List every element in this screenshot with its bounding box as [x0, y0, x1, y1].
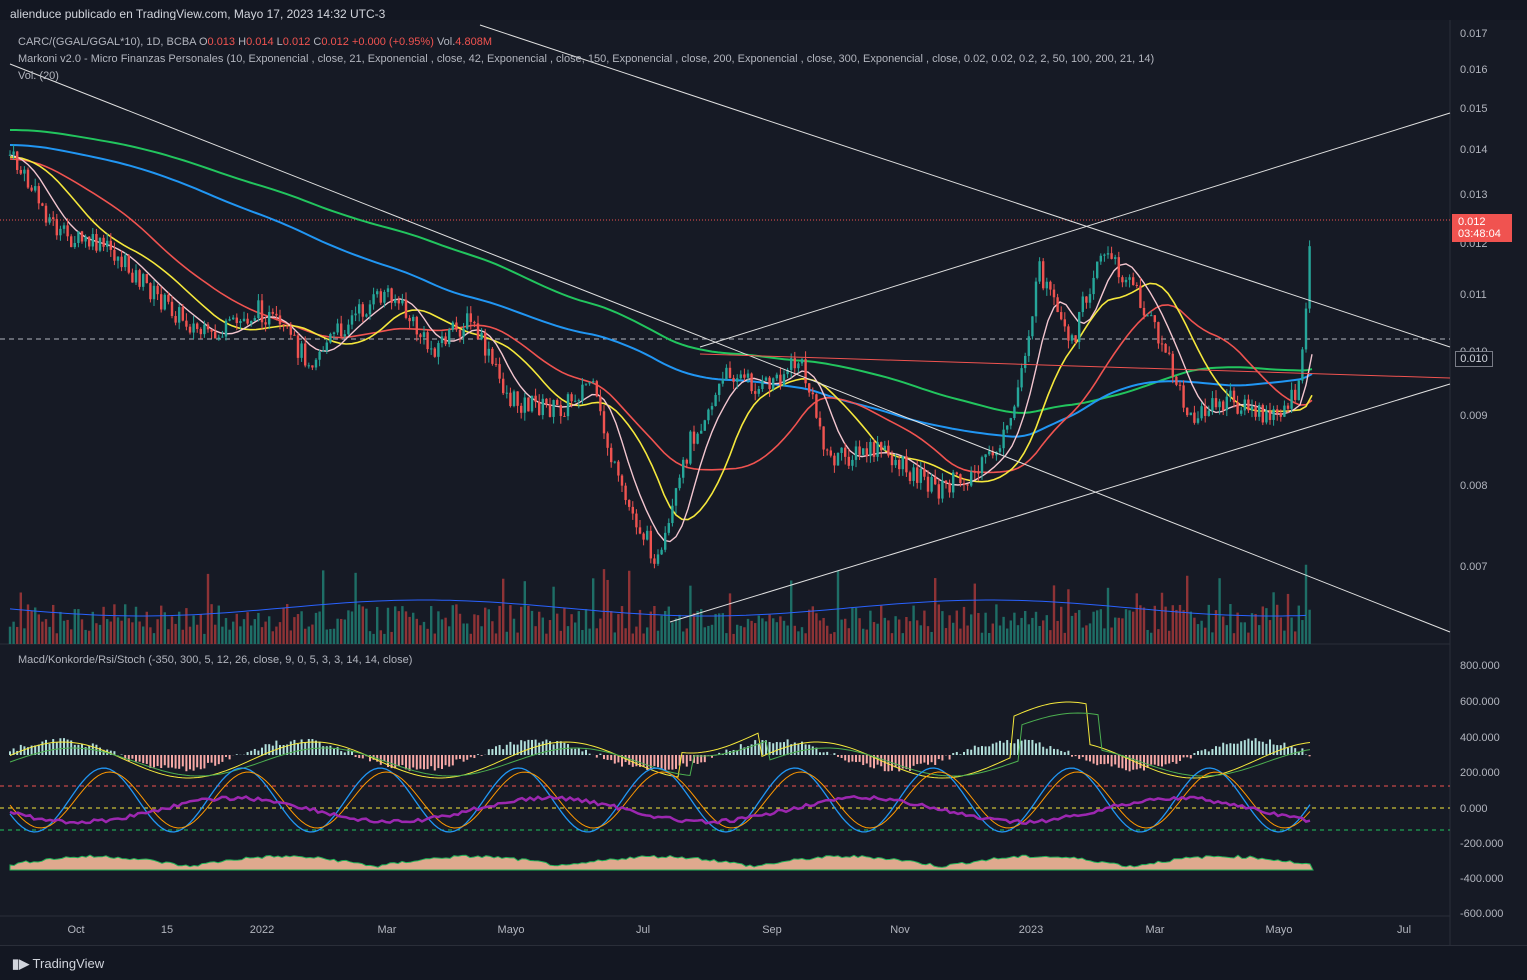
footer-bar: ▮▶ TradingView	[0, 945, 1527, 980]
time-tick: Mayo	[1266, 924, 1293, 936]
tradingview-logo: ▮▶ TradingView	[12, 956, 104, 972]
stoch-d-line	[10, 772, 1310, 828]
price-tick: 0.009	[1460, 410, 1488, 422]
konkorde-area	[10, 855, 1313, 870]
trendline-descending	[480, 25, 1450, 347]
price-tick: 0.015	[1460, 103, 1488, 115]
price-tick: 0.007	[1460, 561, 1488, 573]
last-price-box: 0.012 03:48:04	[1452, 214, 1512, 242]
trendline-red-horizontal	[700, 354, 1450, 378]
chart-canvas[interactable]: 0.017 0.016 0.015 0.014 0.013 0.012 0.011 0.010…	[0, 20, 1527, 945]
trendline-ascending-upper	[700, 113, 1450, 347]
legend-change: +0.000 (+0.95%)	[352, 36, 434, 48]
legend-lower-indicator: Macd/Konkorde/Rsi/Stoch (-350, 300, 5, 1…	[18, 654, 412, 666]
legend-low-value: 0.012	[283, 36, 311, 48]
time-axis-labels: Oct 15 2022 Mar Mayo Jul Sep Nov 2023 Mar Mayo Jul	[67, 924, 1411, 936]
legend-high-label: H	[238, 36, 246, 48]
time-tick: Nov	[890, 924, 910, 936]
legend-volume-value: 4.808M	[455, 36, 492, 48]
last-price-value: 0.012	[1458, 216, 1512, 228]
countdown-value: 03:48:04	[1458, 228, 1512, 240]
candlesticks	[9, 144, 1311, 568]
ema-10-line	[10, 155, 1312, 542]
volume-bars	[9, 565, 1311, 644]
osc-tick: 800.000	[1460, 660, 1500, 672]
stoch-k-line	[10, 768, 1310, 832]
ema-21-line	[10, 157, 1312, 520]
legend-close-value: 0.012	[321, 36, 349, 48]
price-tick: 0.017	[1460, 28, 1488, 40]
time-tick: Oct	[67, 924, 84, 936]
legend-open-value: 0.013	[208, 36, 236, 48]
legend-indicator-2: Vol. (20)	[18, 70, 59, 82]
time-tick: 2023	[1019, 924, 1043, 936]
ema-200-line	[10, 145, 1312, 437]
time-tick: 2022	[250, 924, 274, 936]
publisher-text: alienduce publicado en TradingView.com, …	[10, 7, 385, 21]
osc-tick: -400.000	[1460, 873, 1503, 885]
osc-tick: 600.000	[1460, 696, 1500, 708]
legend-volume-label: Vol.	[437, 36, 455, 48]
price-tick: 0.008	[1460, 480, 1488, 492]
tradingview-brand: TradingView	[33, 956, 105, 971]
time-tick: Jul	[636, 924, 650, 936]
tv-logo-icon: ▮▶	[12, 956, 29, 971]
price-tick: 0.011	[1460, 289, 1487, 301]
ema-300-line	[10, 130, 1312, 413]
osc-tick: 200.000	[1460, 767, 1500, 779]
legend-indicator-1: Markoni v2.0 - Micro Finanzas Personales…	[18, 53, 1154, 65]
price-axis-labels: 0.0170.0160.0150.0140.0130.0120.0110.010…	[1460, 28, 1488, 573]
marked-level-tag: 0.010	[1455, 351, 1493, 367]
price-tick: 0.013	[1460, 189, 1488, 201]
legend-symbol: CARC/(GGAL/GGAL*10), 1D, BCBA	[18, 36, 196, 48]
price-tick: 0.014	[1460, 144, 1488, 156]
osc-tick: -600.000	[1460, 908, 1503, 920]
ema-42-line	[10, 159, 1312, 472]
time-tick: Mayo	[498, 924, 525, 936]
time-tick: Mar	[378, 924, 397, 936]
time-tick: Sep	[762, 924, 782, 936]
osc-tick: -200.000	[1460, 838, 1503, 850]
time-tick: Mar	[1146, 924, 1165, 936]
price-tick: 0.016	[1460, 64, 1488, 76]
macd-histogram	[9, 738, 1311, 771]
legend-main-row: CARC/(GGAL/GGAL*10), 1D, BCBA O0.013 H0.…	[18, 36, 492, 48]
volume-ma-line	[10, 600, 1306, 616]
chart-area[interactable]: 0.017 0.016 0.015 0.014 0.013 0.012 0.011 0.010…	[0, 20, 1527, 945]
osc-tick: 400.000	[1460, 732, 1500, 744]
oscillator-axis-labels: 800.000 600.000 400.000 200.000 0.000 -200.00…	[1460, 660, 1503, 920]
time-tick: Jul	[1397, 924, 1411, 936]
osc-tick: 0.000	[1460, 803, 1488, 815]
legend-high-value: 0.014	[246, 36, 274, 48]
time-tick: 15	[161, 924, 173, 936]
legend-open-label: O	[199, 36, 208, 48]
